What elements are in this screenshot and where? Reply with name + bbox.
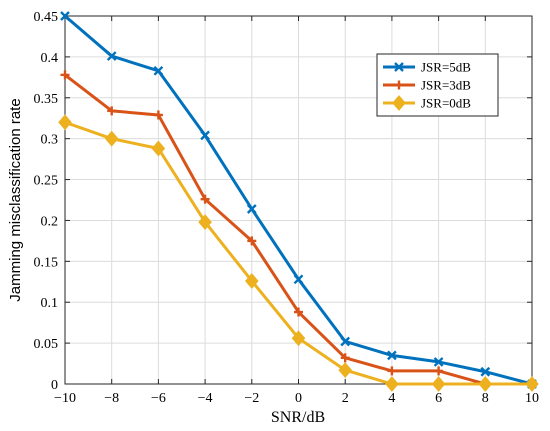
- data-point: [434, 366, 444, 376]
- data-point: [247, 236, 257, 246]
- data-point: [106, 51, 117, 61]
- data-point: [153, 110, 163, 120]
- x-tick-label: 10: [525, 391, 539, 406]
- legend-marker: [394, 80, 404, 90]
- data-point: [387, 366, 397, 376]
- data-point: [60, 70, 70, 80]
- data-point: [293, 274, 304, 285]
- y-tick-label: 0.2: [41, 214, 59, 229]
- y-tick-label: 0.35: [34, 92, 59, 107]
- data-point: [104, 130, 119, 147]
- legend-marker: [394, 62, 404, 72]
- data-point: [525, 376, 539, 392]
- data-point: [151, 140, 166, 157]
- data-point: [338, 362, 352, 379]
- data-point: [385, 376, 399, 392]
- data-point: [340, 336, 351, 347]
- y-tick-label: 0.45: [34, 10, 59, 25]
- data-point: [200, 194, 210, 204]
- legend-label: JSR=5dB: [421, 60, 471, 75]
- x-tick-label: −8: [104, 391, 119, 406]
- data-point: [198, 214, 212, 231]
- data-point: [58, 114, 72, 131]
- y-axis-title: Jamming misclassification rate: [7, 98, 24, 301]
- x-tick-label: 8: [482, 391, 489, 406]
- series-3: [58, 114, 539, 392]
- y-tick-label: 0.05: [34, 337, 59, 352]
- y-tick-label: 0: [51, 378, 58, 393]
- data-point: [294, 307, 303, 317]
- data-point: [153, 65, 164, 76]
- data-point: [340, 353, 350, 363]
- axis-ticks: −10 −8 −6 −4 −2 0 2 4 6 8 10 0 0.05 0.1 0.15 0.2 0.25 0.3…: [34, 10, 540, 406]
- y-tick-label: 0.15: [34, 255, 59, 270]
- x-tick-label: 6: [435, 391, 442, 406]
- x-tick-label: 4: [388, 391, 395, 406]
- data-point: [433, 357, 444, 367]
- data-point: [431, 376, 446, 392]
- y-tick-label: 0.1: [41, 296, 59, 311]
- series-1: [60, 11, 537, 389]
- legend-marker: [392, 95, 406, 111]
- data-point: [246, 204, 257, 214]
- data-point: [107, 106, 117, 116]
- legend-label: JSR=3dB: [421, 78, 471, 93]
- data-point: [245, 273, 259, 289]
- data-point: [387, 350, 397, 361]
- x-tick-label: 2: [342, 391, 349, 406]
- y-tick-label: 0.25: [34, 174, 59, 189]
- y-tick-label: 0.3: [41, 133, 59, 148]
- x-tick-label: −4: [198, 391, 213, 406]
- y-tick-label: 0.4: [41, 51, 59, 66]
- data-point: [200, 130, 210, 141]
- x-axis-title: SNR/dB: [271, 409, 325, 426]
- x-tick-label: −10: [54, 391, 76, 406]
- x-tick-label: −6: [151, 391, 166, 406]
- legend-label: JSR=0dB: [421, 96, 471, 111]
- series-group: [58, 11, 539, 392]
- x-tick-label: −2: [244, 391, 259, 406]
- data-point: [480, 366, 491, 377]
- legend: JSR=5dB JSR=3dB JSR=0dB: [376, 53, 499, 117]
- data-point: [291, 330, 306, 347]
- data-point: [60, 11, 70, 21]
- data-point: [478, 376, 493, 392]
- x-tick-label: 0: [295, 391, 302, 406]
